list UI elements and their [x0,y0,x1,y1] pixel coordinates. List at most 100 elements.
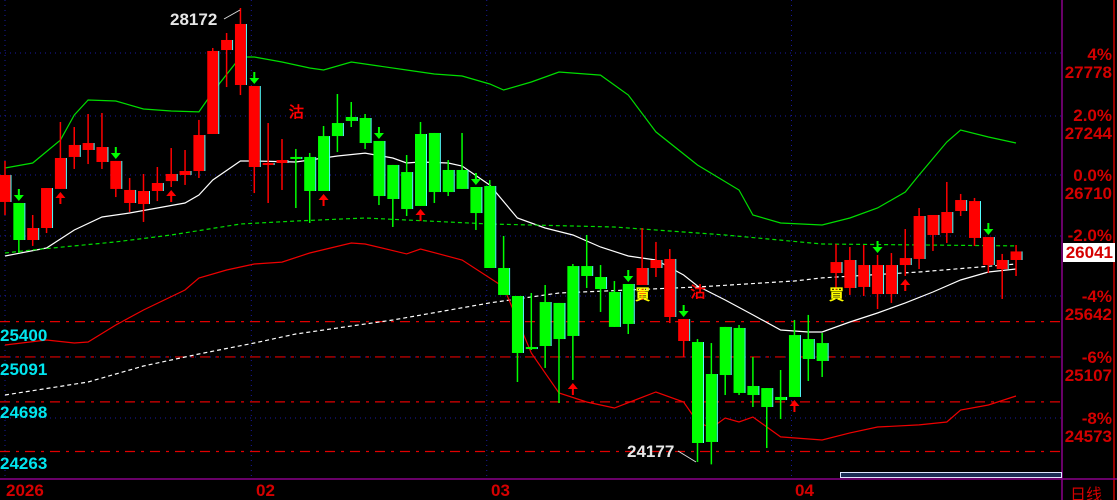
candle-body [747,385,759,396]
candle-edge [689,319,691,341]
candle-edge [716,374,718,442]
candle-edge [633,283,635,324]
candle-edge [592,266,594,276]
down-arrow-icon [983,223,994,236]
candle-body [872,265,884,295]
candle-edge [356,116,358,121]
candle-edge [536,347,538,350]
up-arrow-icon [637,288,648,301]
level-label: 24698 [0,403,48,422]
candle-body [858,265,870,287]
candle-body [678,319,690,341]
candle-edge [772,388,774,408]
candle-edge [315,156,317,191]
candle-body [982,237,994,266]
candle-body [830,262,842,274]
candle-body [539,302,551,347]
candle-body [692,342,703,443]
down-arrow-icon [13,188,24,201]
candle-body [733,327,745,393]
candle-edge [273,163,275,166]
candle-edge [121,160,123,189]
signal-label: 買 [829,286,844,304]
down-arrow-icon [678,305,689,318]
candle-edge [924,216,926,259]
candle-edge [855,259,857,288]
candle-edge [550,302,552,347]
candle-edge [495,185,497,268]
up-arrow-icon [166,190,177,203]
axis-pct-label: -6% [1081,348,1112,367]
candle-edge [896,265,898,295]
line-band-upper [4,56,1017,226]
up-arrow-icon [900,278,911,291]
candle-edge [730,326,732,376]
candle-body [636,267,648,286]
x-axis-label: 02 [256,481,275,500]
candle-edge [259,86,261,168]
axis-pct-label: -8% [1081,409,1112,428]
up-arrow-icon [789,399,800,412]
candle-edge [439,132,441,193]
candle-body [96,147,108,162]
candle-edge [703,342,704,443]
candle-body [844,259,856,288]
candle-body [719,326,731,376]
candle-edge [938,214,940,235]
candle-body [885,265,897,295]
period-selector[interactable]: 日线 [1070,487,1103,500]
candle-edge [301,156,303,159]
candle-body [290,156,302,159]
line-band-mid [4,217,1017,254]
candle-edge [218,50,220,134]
candle-body [415,133,426,206]
candle-body [428,132,440,193]
candle-body [581,266,593,276]
candle-edge [38,228,40,241]
candle-body [138,190,149,205]
candle-edge [162,183,164,191]
candle-body [622,283,634,324]
x-axis-label: 04 [795,481,814,500]
chart-scrollbar[interactable] [840,472,1062,478]
candle-body [110,160,122,189]
last-price-marker: 26041 [1063,243,1115,262]
level-label: 24263 [0,454,48,473]
candle-edge [578,266,580,336]
candle-edge [52,188,54,229]
candle-edge [370,118,372,144]
down-arrow-icon [249,72,260,85]
candle-body [498,267,510,295]
candle-body [511,295,523,353]
candle-edge [107,147,109,162]
candle-edge [799,335,801,397]
up-arrow-icon [415,208,426,221]
candle-edge [661,259,663,268]
candle-edge [675,258,677,317]
candle-body [68,144,80,157]
candle-edge [813,339,815,360]
axis-price-label: 25642 [1064,305,1112,324]
candle-edge [606,277,608,290]
candle-body [927,214,939,235]
down-arrow-icon [623,269,634,282]
candle-body [331,123,343,137]
high-leader-line [223,9,241,20]
candle-body [359,118,371,144]
down-arrow-icon [470,173,481,186]
candle-body [373,140,385,197]
candle-body [788,335,800,397]
candle-edge [744,327,746,393]
signal-label: 沽 [289,103,304,121]
candle-body [1010,251,1022,260]
candle-edge [1021,251,1023,260]
candle-body [82,143,94,150]
candle-edge [329,136,331,191]
axis-price-label: 27244 [1064,124,1112,143]
candle-body [193,135,205,172]
candle-body [54,157,66,189]
candle-body [899,258,911,266]
candle-body [802,339,814,360]
